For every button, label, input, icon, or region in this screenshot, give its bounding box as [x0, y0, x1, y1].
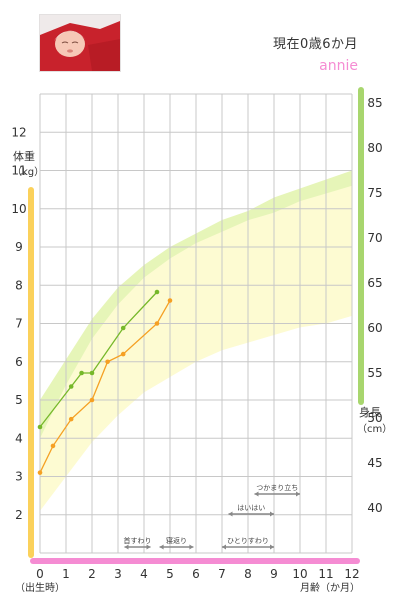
height-tick-label: 80 — [367, 141, 382, 155]
height-tick-label: 70 — [367, 231, 382, 245]
height-data-point — [89, 370, 95, 376]
weight-tick-label: 3 — [15, 470, 23, 484]
age-tick-label: 6 — [192, 567, 200, 581]
height-data-point — [154, 289, 160, 295]
weight-tick-label: 11 — [11, 164, 26, 178]
weight-axis-unit: （kg） — [12, 166, 44, 178]
weight-tick-label: 5 — [15, 393, 23, 407]
weight-tick-label: 9 — [15, 240, 23, 254]
milestone-label: はいはい — [237, 504, 265, 512]
baby-photo-icon — [40, 15, 120, 71]
height-tick-label: 65 — [367, 276, 382, 290]
age-tick-label: 8 — [244, 567, 252, 581]
weight-tick-label: 8 — [15, 278, 23, 292]
status-panel: 現在0歳6か月 annie — [273, 33, 358, 74]
weight-tick-label: 2 — [15, 508, 23, 522]
height-axis-unit: （cm） — [357, 423, 392, 435]
age-tick-label: 9 — [270, 567, 278, 581]
height-series-line — [39, 291, 158, 428]
age-status: 現在0歳6か月 — [272, 37, 358, 52]
weight-series-line — [39, 300, 171, 473]
weight-tick-label: 4 — [15, 431, 23, 445]
age-tick-label: 10 — [292, 567, 307, 581]
milestone-label: 寝返り — [166, 536, 187, 545]
baby-photo — [39, 14, 121, 72]
axis-labels: 体重 （kg） 身長 （cm） （出生時） 月齢（か月） — [12, 149, 392, 594]
x-axis-birth-label: （出生時） — [15, 581, 65, 594]
milestone-arrow-left — [222, 544, 226, 550]
height-data-point — [37, 424, 43, 430]
milestone-arrow-left — [254, 491, 259, 497]
milestone-arrow-right — [270, 544, 274, 550]
age-tick-label: 1 — [62, 567, 70, 581]
height-data-point — [68, 384, 74, 389]
age-tick-label: 7 — [218, 567, 226, 581]
weight-axis-title: 体重 — [13, 149, 35, 163]
weight-data-point — [154, 321, 160, 326]
height-axis-title: 身長 — [359, 405, 381, 419]
age-tick-label: 0 — [36, 567, 44, 581]
weight-data-point — [50, 443, 56, 449]
weight-tick-label: 6 — [15, 355, 23, 369]
milestone-label: 首すわり — [124, 536, 152, 545]
milestone-arrow-left — [124, 544, 129, 550]
weight-tick-label: 12 — [11, 125, 26, 139]
weight-data-point — [37, 470, 43, 475]
height-tick-label: 50 — [367, 411, 382, 425]
age-tick-label: 12 — [344, 567, 359, 581]
weight-data-point — [120, 351, 126, 357]
milestone-label: ひとりすわり — [227, 537, 269, 545]
height-tick-label: 55 — [367, 366, 382, 380]
x-axis-title: 月齢（か月） — [300, 581, 360, 594]
milestone-arrow-right — [189, 544, 194, 550]
height-tick-label: 85 — [367, 96, 382, 110]
weight-data-point — [167, 298, 173, 303]
chart-grid — [39, 93, 353, 554]
height-tick-label: 40 — [367, 501, 382, 515]
milestone-arrow-left — [159, 544, 164, 550]
height-tick-label: 75 — [367, 186, 382, 200]
height-data-point — [120, 325, 126, 331]
height-tick-label: 60 — [367, 321, 382, 335]
chart-series — [37, 289, 173, 475]
weight-data-point — [105, 359, 110, 365]
child-name: annie — [319, 58, 358, 74]
age-tick-label: 5 — [166, 567, 174, 581]
height-tick-label: 45 — [367, 456, 382, 470]
weight-tick-label: 10 — [11, 202, 26, 216]
milestone-arrow-right — [270, 511, 274, 517]
weight-data-point — [89, 397, 95, 403]
height-data-point — [79, 370, 84, 376]
age-tick-label: 2 — [88, 567, 96, 581]
milestone-arrow-right — [146, 544, 151, 550]
weight-data-point — [68, 416, 74, 422]
age-tick-label: 11 — [318, 567, 333, 581]
milestone-arrow-left — [228, 511, 233, 517]
age-tick-label: 3 — [114, 567, 122, 581]
milestone-arrow-right — [296, 491, 300, 497]
milestone-label: つかまり立ち — [256, 483, 298, 492]
age-tick-label: 4 — [140, 567, 148, 581]
weight-tick-label: 7 — [15, 317, 23, 331]
